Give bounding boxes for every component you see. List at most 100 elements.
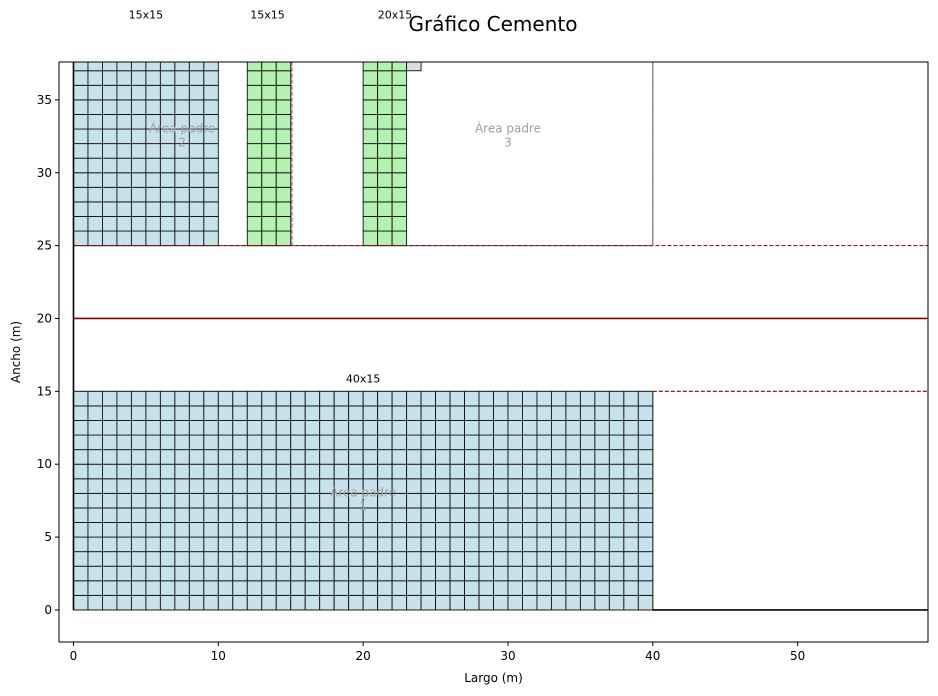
grid-cell xyxy=(522,492,538,509)
grid-cell xyxy=(304,463,321,480)
grid-cell xyxy=(536,390,552,407)
grid-cell xyxy=(275,551,292,567)
grid-cell xyxy=(116,390,132,407)
grid-cell xyxy=(420,434,437,451)
grid-cell xyxy=(174,492,190,509)
grid-cell xyxy=(550,434,567,451)
grid-cell xyxy=(493,492,509,509)
grid-cell xyxy=(333,565,350,582)
grid-cell xyxy=(464,463,480,480)
grid-cell xyxy=(522,405,538,421)
grid-cell xyxy=(87,478,103,494)
grid-cell xyxy=(363,42,377,57)
grid-cell xyxy=(579,434,596,451)
grid-cell xyxy=(101,230,118,247)
grid-cell xyxy=(174,70,190,86)
grid-cell xyxy=(594,580,610,596)
grid-cell xyxy=(116,216,132,232)
grid-cell xyxy=(623,434,639,451)
grid-cell xyxy=(87,463,103,480)
grid-cell xyxy=(304,536,321,553)
grid-cell xyxy=(333,536,350,553)
grid-cell xyxy=(493,449,509,465)
grid-cell xyxy=(174,216,190,232)
grid-cell xyxy=(420,390,437,407)
grid-cell xyxy=(536,565,552,582)
grid-cell xyxy=(377,172,393,188)
grid-cell xyxy=(73,551,89,567)
grid-cell xyxy=(145,405,161,421)
grid-cell xyxy=(579,551,596,567)
grid-cell xyxy=(623,390,639,407)
grid-cell xyxy=(391,390,408,407)
grid-cell xyxy=(377,507,393,523)
grid-cell xyxy=(348,405,364,421)
grid-cell xyxy=(304,478,321,494)
x-tick-label: 0 xyxy=(70,649,78,663)
grid-cell xyxy=(565,463,581,480)
grid-cell xyxy=(188,420,205,436)
grid-cell xyxy=(478,507,494,523)
grid-cell xyxy=(73,157,89,174)
grid-cell xyxy=(290,580,306,596)
grid-cell xyxy=(348,434,364,451)
grid-cell xyxy=(478,522,494,538)
grid-cell xyxy=(203,507,219,523)
grid-cell xyxy=(362,62,379,72)
grid-cell xyxy=(188,172,205,188)
grid-cell xyxy=(420,551,437,567)
grid-cell xyxy=(478,536,494,553)
grid-cell xyxy=(637,434,654,451)
grid-cell xyxy=(87,551,103,567)
grid-cell xyxy=(174,565,190,582)
grid-cell xyxy=(608,580,625,596)
grid-cell xyxy=(493,580,509,596)
grid-cell xyxy=(377,449,393,465)
grid-cell xyxy=(116,565,132,582)
y-tick-label: 35 xyxy=(37,93,52,107)
grid-cell xyxy=(246,463,263,480)
grid-cell xyxy=(377,594,393,611)
grid-cell xyxy=(493,565,509,582)
grid-cell xyxy=(217,507,234,523)
y-tick-label: 30 xyxy=(37,166,52,180)
grid-cell xyxy=(203,143,219,159)
x-tick-label: 40 xyxy=(645,649,660,663)
grid-cell xyxy=(319,434,335,451)
grid-cell xyxy=(637,390,654,407)
grid-cell xyxy=(73,230,89,247)
chart-title: Gráfico Cemento xyxy=(409,12,578,36)
grid-cell xyxy=(493,390,509,407)
grid-cell xyxy=(290,478,306,494)
grid-cell xyxy=(391,216,408,232)
grid-cell xyxy=(261,565,277,582)
grid-cell xyxy=(275,492,292,509)
grid-cell xyxy=(116,114,132,130)
grid-cell xyxy=(275,463,292,480)
grid-cell xyxy=(478,492,494,509)
rect-dimension-label: 20x15 xyxy=(378,8,413,21)
grid-cell xyxy=(319,551,335,567)
grid-cell xyxy=(73,522,89,538)
grid-cell xyxy=(493,405,509,421)
grid-cell xyxy=(333,507,350,523)
grid-cell xyxy=(594,449,610,465)
grid-cell xyxy=(464,594,480,611)
grid-cell xyxy=(246,478,263,494)
grid-cell xyxy=(565,390,581,407)
grid-cell xyxy=(246,420,263,436)
grid-cell xyxy=(130,114,147,130)
grid-cell xyxy=(101,62,118,72)
grid-cell xyxy=(507,580,523,596)
grid-cell xyxy=(246,507,263,523)
grid-cell xyxy=(275,186,292,203)
grid-cell xyxy=(392,27,406,42)
grid-cell xyxy=(246,230,263,247)
grid-cell xyxy=(362,70,379,86)
grid-cell xyxy=(145,580,161,596)
grid-cell xyxy=(275,449,292,465)
grid-cell xyxy=(290,390,306,407)
grid-cell xyxy=(159,405,176,421)
grid-cell xyxy=(159,216,176,232)
grid-cell xyxy=(116,478,132,494)
